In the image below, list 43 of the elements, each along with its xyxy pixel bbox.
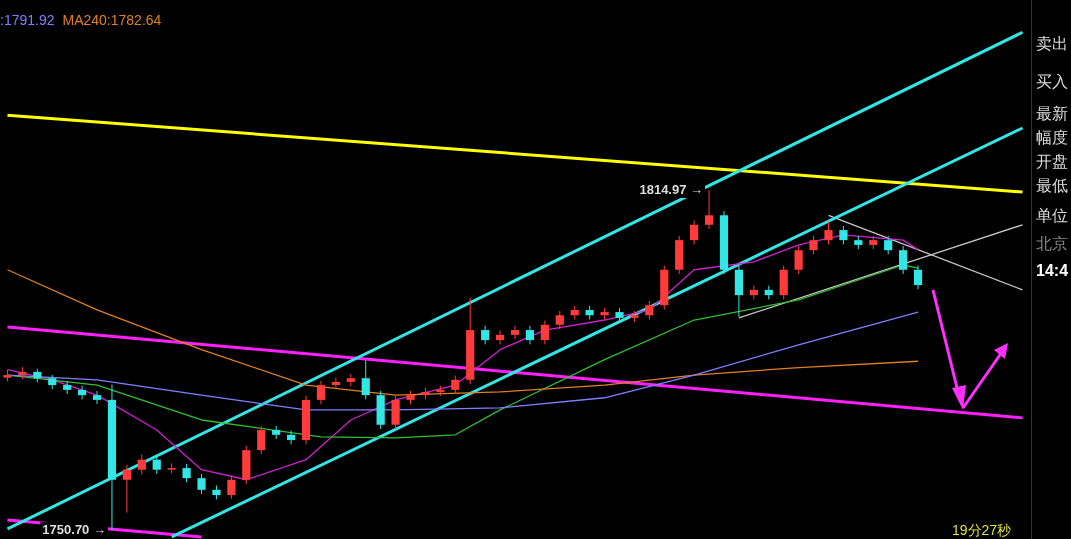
candlestick <box>227 475 236 500</box>
candlestick <box>645 300 654 320</box>
candlestick <box>704 189 714 230</box>
candlestick <box>257 425 266 455</box>
candlestick <box>137 453 146 475</box>
annotation: 1750.70 → <box>42 521 106 537</box>
annotation: MA240:1782.64 <box>62 12 162 28</box>
candlestick <box>182 463 191 483</box>
annotation: :1791.92 <box>0 12 55 28</box>
candlestick <box>690 220 699 245</box>
candlestick <box>331 377 340 390</box>
annotation: 19分27秒 <box>952 522 1012 539</box>
text: 北京 <box>1036 234 1068 254</box>
candlestick <box>540 320 549 345</box>
text: 最低 <box>1036 176 1068 196</box>
candlestick <box>481 325 490 345</box>
text: 单位 <box>1036 206 1068 226</box>
candlestick <box>899 245 908 275</box>
candlestick <box>913 265 923 290</box>
text: 卖出 <box>1036 34 1068 54</box>
candlestick <box>78 385 87 400</box>
candlestick <box>122 464 131 514</box>
candlestick <box>451 375 460 395</box>
candlestick <box>316 380 326 405</box>
candlestick <box>495 330 505 345</box>
text: 幅度 <box>1036 128 1068 148</box>
candlestick <box>286 430 296 445</box>
candlestick <box>361 359 370 400</box>
text: 开盘 <box>1036 152 1068 172</box>
text: 买入 <box>1036 72 1068 92</box>
candlestick <box>839 225 848 245</box>
candlestick <box>152 454 161 475</box>
text: 最新 <box>1036 104 1068 124</box>
candlestick <box>809 235 818 255</box>
text: 14:4 <box>1036 262 1069 280</box>
annotation: 1814.97 → <box>639 181 704 197</box>
candlestick <box>510 325 520 340</box>
candlestick <box>794 245 803 275</box>
candlestick <box>92 390 102 405</box>
candlestick <box>884 235 893 255</box>
candlestick <box>525 325 535 345</box>
candlestick <box>197 473 206 495</box>
candlestick <box>824 221 833 245</box>
